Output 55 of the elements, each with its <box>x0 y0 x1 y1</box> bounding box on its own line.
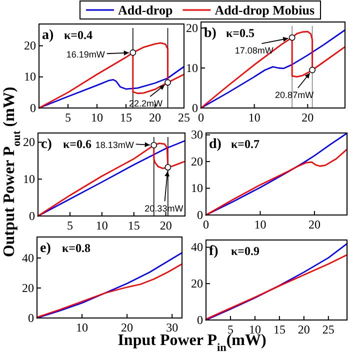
y-tick-label: 20 <box>24 38 36 53</box>
x-tick-label: 20 <box>160 218 172 233</box>
y-tick-label: 0 <box>30 100 36 115</box>
x-tick-label: 20 <box>298 322 310 337</box>
x-tick-label: 10 <box>96 218 108 233</box>
annotation: κ=0.4 <box>64 28 92 42</box>
y-tick-label: 30 <box>191 128 203 142</box>
y-tick-label: 20 <box>22 280 34 295</box>
x-tick-label: 10 <box>248 110 260 125</box>
x-tick-label: 30 <box>166 320 178 335</box>
annotation: 16.19mW <box>66 50 106 60</box>
x-tick-label: 20 <box>121 320 134 335</box>
y-tick-label: 20 <box>23 135 35 150</box>
annotation: f) <box>209 244 219 259</box>
legend-label: Add-drop <box>118 2 173 18</box>
y-tick-label: 0 <box>197 208 203 222</box>
annotation: κ=0.5 <box>226 26 254 40</box>
x-tick-label: 5 <box>66 218 73 233</box>
legend-label: Add-drop Mobius <box>214 2 315 18</box>
x-tick-label: 10 <box>76 320 88 335</box>
x-tick-label: 25 <box>178 110 190 125</box>
y-tick-label: 10 <box>24 70 36 84</box>
annotation: 20.87mW <box>275 90 314 100</box>
x-tick-label: 5 <box>65 110 71 125</box>
x-tick-label: 15 <box>128 218 140 233</box>
y-tick-label: 0 <box>192 100 198 115</box>
x-tick-label: 20 <box>149 110 161 125</box>
x-tick-label: 10 <box>254 218 266 232</box>
annotation: κ=0.6 <box>63 137 92 151</box>
annotation: e) <box>40 241 52 256</box>
y-tick-label: 10 <box>191 181 203 196</box>
y-tick-label: 20 <box>191 154 203 168</box>
annotation: 18.13mW <box>95 140 134 150</box>
y-tick-label: 20 <box>191 276 203 290</box>
x-tick-label: 20 <box>308 218 320 232</box>
annotation: κ=0.8 <box>62 241 90 255</box>
y-tick-label: 20 <box>186 20 198 35</box>
annotation: b) <box>204 26 217 41</box>
annotation: a) <box>42 28 54 43</box>
y-tick-label: 10 <box>23 172 35 186</box>
x-tick-label: 25 <box>322 322 334 337</box>
x-tick-label: 10 <box>91 110 103 125</box>
annotation: κ=0.7 <box>231 137 260 151</box>
y-tick-label: 40 <box>22 250 34 265</box>
annotation: d) <box>209 137 222 152</box>
y-tick-label: 10 <box>186 60 198 75</box>
y-tick-label: 40 <box>191 240 203 254</box>
x-tick-label: 15 <box>273 322 286 337</box>
x-tick-label: 15 <box>120 110 132 125</box>
annotation: κ=0.9 <box>231 244 260 258</box>
annotation: c) <box>41 137 52 152</box>
y-tick-label: 0 <box>28 310 34 325</box>
annotation: 17.08mW <box>234 46 274 56</box>
x-tick-label: 20 <box>302 110 314 125</box>
y-tick-label: 0 <box>29 208 35 223</box>
